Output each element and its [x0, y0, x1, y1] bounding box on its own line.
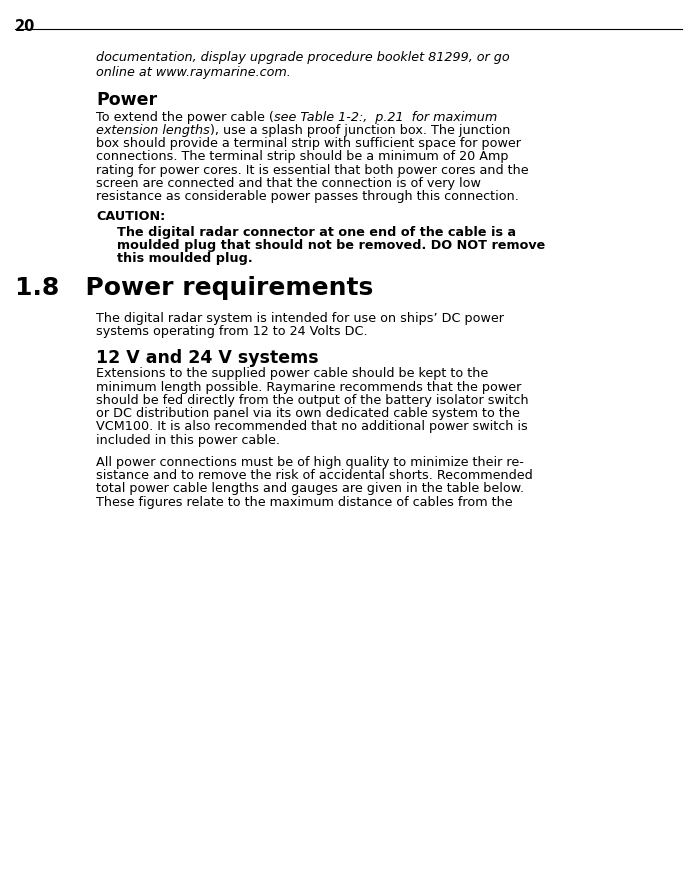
Text: total power cable lengths and gauges are given in the table below.: total power cable lengths and gauges are…: [96, 482, 524, 496]
Text: 1.8   Power requirements: 1.8 Power requirements: [15, 276, 374, 300]
Text: VCM100. It is also recommended that no additional power switch is: VCM100. It is also recommended that no a…: [96, 420, 528, 434]
Text: The digital radar system is intended for use on ships’ DC power: The digital radar system is intended for…: [96, 312, 504, 325]
Text: minimum length possible. Raymarine recommends that the power: minimum length possible. Raymarine recom…: [96, 381, 521, 394]
Text: ), use a splash proof junction box. The junction: ), use a splash proof junction box. The …: [210, 124, 510, 137]
Text: 20: 20: [15, 19, 36, 35]
Text: this moulded plug.: this moulded plug.: [117, 252, 253, 266]
Text: connections. The terminal strip should be a minimum of 20 Amp: connections. The terminal strip should b…: [96, 150, 509, 164]
Text: To extend the power cable (: To extend the power cable (: [96, 111, 274, 124]
Text: Power: Power: [96, 91, 158, 109]
Text: or DC distribution panel via its own dedicated cable system to the: or DC distribution panel via its own ded…: [96, 407, 520, 420]
Text: The digital radar connector at one end of the cable is a: The digital radar connector at one end o…: [117, 226, 516, 239]
Text: Extensions to the supplied power cable should be kept to the: Extensions to the supplied power cable s…: [96, 367, 489, 381]
Text: rating for power cores. It is essential that both power cores and the: rating for power cores. It is essential …: [96, 164, 529, 177]
Text: All power connections must be of high quality to minimize their re-: All power connections must be of high qu…: [96, 456, 524, 469]
Text: systems operating from 12 to 24 Volts DC.: systems operating from 12 to 24 Volts DC…: [96, 325, 368, 338]
Text: moulded plug that should not be removed. DO NOT remove: moulded plug that should not be removed.…: [117, 239, 545, 252]
Text: should be fed directly from the output of the battery isolator switch: should be fed directly from the output o…: [96, 394, 529, 407]
Text: screen are connected and that the connection is of very low: screen are connected and that the connec…: [96, 177, 481, 190]
Text: extension lengths: extension lengths: [96, 124, 210, 137]
Text: These figures relate to the maximum distance of cables from the: These figures relate to the maximum dist…: [96, 496, 513, 509]
Text: resistance as considerable power passes through this connection.: resistance as considerable power passes …: [96, 190, 519, 204]
Text: box should provide a terminal strip with sufficient space for power: box should provide a terminal strip with…: [96, 137, 521, 150]
Text: included in this power cable.: included in this power cable.: [96, 434, 280, 447]
Text: CAUTION:: CAUTION:: [96, 210, 165, 223]
Text: documentation, display upgrade procedure booklet 81299, or go: documentation, display upgrade procedure…: [96, 51, 510, 65]
Text: sistance and to remove the risk of accidental shorts. Recommended: sistance and to remove the risk of accid…: [96, 469, 533, 482]
Text: see Table 1-2:,  p.21  for maximum: see Table 1-2:, p.21 for maximum: [274, 111, 498, 124]
Text: 12 V and 24 V systems: 12 V and 24 V systems: [96, 349, 319, 366]
Text: online at www.raymarine.com.: online at www.raymarine.com.: [96, 66, 291, 80]
